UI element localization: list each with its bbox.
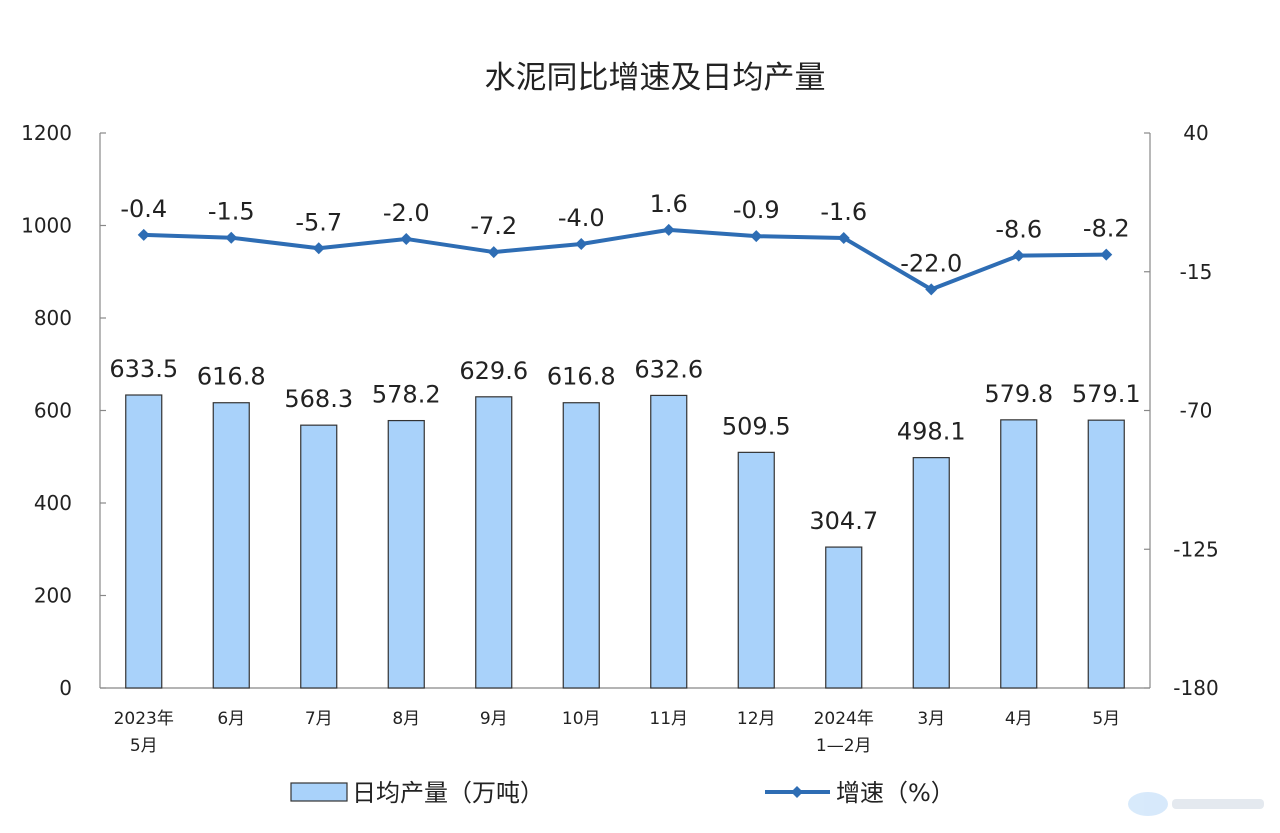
line-value-label: 1.6 bbox=[650, 190, 688, 218]
watermark bbox=[1128, 792, 1264, 816]
bar bbox=[1087, 419, 1125, 689]
line-value-label: -0.4 bbox=[120, 195, 167, 223]
watermark-logo bbox=[1128, 792, 1168, 816]
category-label: 5月 bbox=[130, 736, 158, 756]
line-point bbox=[1012, 249, 1025, 262]
legend-line-label: 增速（%） bbox=[836, 779, 955, 807]
right-tick-label: -125 bbox=[1173, 537, 1218, 561]
category-label: 6月 bbox=[217, 709, 245, 729]
category-label: 1—2月 bbox=[816, 736, 872, 756]
line-value-label: -2.0 bbox=[383, 199, 430, 227]
bar-value-label: 616.8 bbox=[547, 363, 616, 391]
category-label: 11月 bbox=[649, 709, 688, 729]
right-tick-label: 40 bbox=[1183, 121, 1208, 145]
category-label: 7月 bbox=[305, 709, 333, 729]
left-tick-label: 1000 bbox=[21, 214, 72, 238]
growth-line bbox=[137, 223, 1113, 296]
bars bbox=[125, 394, 1125, 689]
left-tick-label: 800 bbox=[34, 306, 72, 330]
category-label: 10月 bbox=[562, 709, 601, 729]
line-value-label: -22.0 bbox=[900, 249, 962, 277]
line-value-label: -1.5 bbox=[208, 198, 255, 226]
category-label: 12月 bbox=[737, 709, 776, 729]
category-label: 5月 bbox=[1092, 709, 1120, 729]
bar bbox=[1000, 419, 1038, 689]
right-axis-ticks: -180 -125 -70 -15 40 bbox=[1144, 121, 1219, 700]
bar-value-label: 509.5 bbox=[722, 412, 791, 440]
right-tick-label: -15 bbox=[1180, 260, 1213, 284]
left-axis-ticks: 0 200 400 600 800 1000 1200 bbox=[21, 121, 106, 700]
bar bbox=[562, 402, 600, 689]
category-label: 2023年 bbox=[114, 709, 174, 729]
line-value-label: -7.2 bbox=[470, 212, 517, 240]
bar-value-label: 578.2 bbox=[372, 381, 441, 409]
category-label: 3月 bbox=[917, 709, 945, 729]
right-tick-label: -70 bbox=[1180, 399, 1213, 423]
left-tick-label: 600 bbox=[34, 399, 72, 423]
line-point bbox=[312, 242, 325, 255]
category-label: 4月 bbox=[1005, 709, 1033, 729]
chart-title: 水泥同比增速及日均产量 bbox=[485, 60, 826, 96]
line-value-label: -0.9 bbox=[733, 196, 780, 224]
category-label: 2024年 bbox=[814, 709, 874, 729]
bar-value-label: 579.8 bbox=[984, 380, 1053, 408]
left-tick-label: 200 bbox=[34, 584, 72, 608]
bar bbox=[300, 424, 338, 689]
bar bbox=[125, 394, 163, 689]
line-point bbox=[750, 230, 763, 243]
bar bbox=[387, 419, 425, 689]
legend-bar-label: 日均产量（万吨） bbox=[352, 779, 544, 807]
line-point bbox=[575, 238, 588, 250]
left-tick-label: 1200 bbox=[21, 121, 72, 145]
bar-value-label: 498.1 bbox=[897, 418, 966, 446]
line-point bbox=[400, 232, 413, 245]
bar bbox=[912, 457, 950, 689]
line-point bbox=[925, 283, 938, 296]
bar-value-label: 304.7 bbox=[809, 507, 878, 535]
axes bbox=[99, 133, 1151, 689]
bar-labels: 633.5 616.8 568.3 578.2 629.6 616.8 632.6 509.5… bbox=[109, 355, 1140, 535]
line-point bbox=[225, 231, 238, 244]
bar bbox=[825, 546, 863, 689]
line-point bbox=[487, 246, 500, 259]
line-value-label: -8.6 bbox=[995, 216, 1042, 244]
bar-value-label: 616.8 bbox=[197, 363, 266, 391]
category-label: 8月 bbox=[392, 709, 420, 729]
legend-bar-swatch bbox=[290, 782, 348, 802]
line-value-label: -4.0 bbox=[558, 204, 605, 232]
bar bbox=[475, 396, 513, 689]
category-labels: 2023年 5月 6月 7月 8月 9月 10月 11月 12月 2024年 1—2月 3月 4月 5月 bbox=[114, 709, 1121, 756]
legend: 日均产量（万吨） 增速（%） bbox=[290, 779, 955, 807]
line-value-label: -1.6 bbox=[820, 198, 867, 226]
bar-value-label: 568.3 bbox=[284, 385, 353, 413]
bar-value-label: 633.5 bbox=[109, 355, 178, 383]
bar bbox=[650, 394, 688, 689]
bar-value-label: 579.1 bbox=[1072, 380, 1141, 408]
right-tick-label: -180 bbox=[1173, 676, 1218, 700]
category-label: 9月 bbox=[480, 709, 508, 729]
line-point bbox=[837, 231, 850, 244]
bar-value-label: 629.6 bbox=[459, 357, 528, 385]
growth-line-path bbox=[143, 227, 1107, 292]
line-point bbox=[1100, 248, 1113, 261]
line-labels: -0.4 -1.5 -5.7 -2.0 -7.2 -4.0 1.6 -0.9 -1.6 -22.0… bbox=[120, 190, 1129, 278]
left-tick-label: 400 bbox=[34, 491, 72, 515]
bar bbox=[737, 451, 775, 689]
line-value-label: -8.2 bbox=[1083, 215, 1130, 243]
line-value-label: -5.7 bbox=[295, 208, 342, 236]
line-point bbox=[137, 228, 150, 241]
bar bbox=[212, 402, 250, 689]
legend-line-marker bbox=[791, 786, 803, 798]
watermark-text-blur bbox=[1172, 799, 1264, 809]
bar-value-label: 632.6 bbox=[634, 355, 703, 383]
left-tick-label: 0 bbox=[59, 676, 72, 700]
line-point bbox=[662, 223, 675, 236]
